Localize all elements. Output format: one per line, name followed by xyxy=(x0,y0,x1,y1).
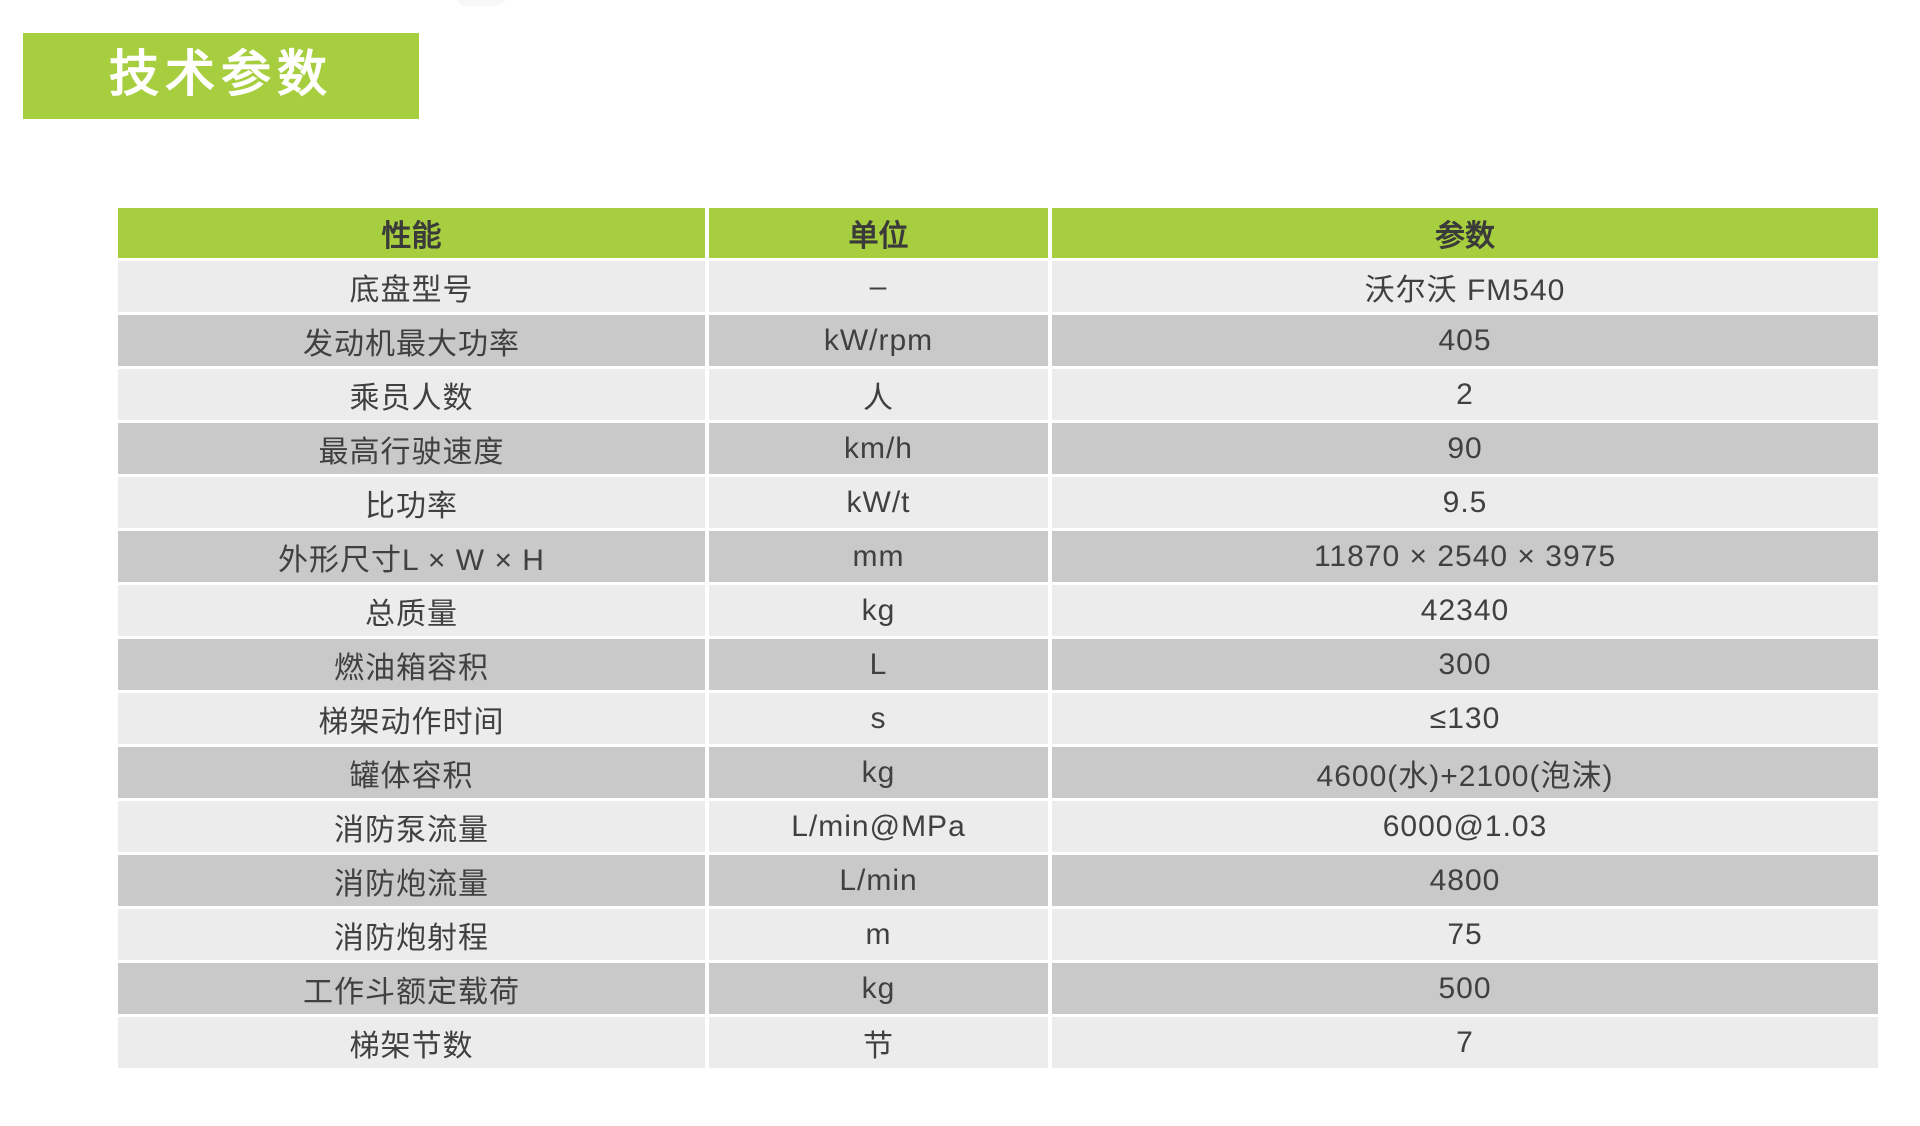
spec-name-cell: 外形尺寸L × W × H xyxy=(118,529,709,585)
spec-unit-cell: L/min xyxy=(707,853,1052,909)
spec-unit-cell: kg xyxy=(707,961,1052,1017)
spec-value-cell: 405 xyxy=(1050,313,1878,369)
page-title: 技术参数 xyxy=(109,46,333,102)
spec-value-cell: 11870 × 2540 × 3975 xyxy=(1050,529,1878,585)
table-header-row: 性能 单位 参数 xyxy=(118,208,1878,261)
table-row: 工作斗额定载荷 kg 500 xyxy=(118,961,1878,1017)
spec-name-cell: 燃油箱容积 xyxy=(118,637,709,693)
spec-name-cell: 罐体容积 xyxy=(118,745,709,801)
spec-value-cell: ≤130 xyxy=(1050,691,1878,747)
table-row: 乘员人数 人 2 xyxy=(118,367,1878,423)
table-row: 消防炮流量 L/min 4800 xyxy=(118,853,1878,909)
table-row: 罐体容积 kg 4600(水)+2100(泡沫) xyxy=(118,745,1878,801)
spec-name-cell: 乘员人数 xyxy=(118,367,709,423)
spec-value-cell: 2 xyxy=(1050,367,1878,423)
table-row: 最高行驶速度 km/h 90 xyxy=(118,421,1878,477)
spec-unit-cell: L/min@MPa xyxy=(707,799,1052,855)
table-row: 比功率 kW/t 9.5 xyxy=(118,475,1878,531)
technical-parameters-table: 性能 单位 参数 底盘型号 – 沃尔沃 FM540 发动机最大功率 kW/rpm… xyxy=(118,208,1878,1068)
spec-value-cell: 75 xyxy=(1050,907,1878,963)
table-row: 底盘型号 – 沃尔沃 FM540 xyxy=(118,259,1878,315)
spec-value-cell: 7 xyxy=(1050,1015,1878,1068)
spec-unit-cell: km/h xyxy=(707,421,1052,477)
spec-unit-cell: s xyxy=(707,691,1052,747)
spec-name-cell: 梯架动作时间 xyxy=(118,691,709,747)
spec-name-cell: 底盘型号 xyxy=(118,259,709,315)
table-row: 消防泵流量 L/min@MPa 6000@1.03 xyxy=(118,799,1878,855)
spec-name-cell: 消防炮射程 xyxy=(118,907,709,963)
spec-value-cell: 4600(水)+2100(泡沫) xyxy=(1050,745,1878,801)
section-title-badge: 技术参数 xyxy=(23,33,419,119)
table-row: 梯架节数 节 7 xyxy=(118,1015,1878,1068)
spec-unit-cell: kg xyxy=(707,583,1052,639)
spec-unit-cell: L xyxy=(707,637,1052,693)
spec-value-cell: 4800 xyxy=(1050,853,1878,909)
spec-name-cell: 工作斗额定载荷 xyxy=(118,961,709,1017)
spec-value-cell: 9.5 xyxy=(1050,475,1878,531)
spec-value-cell: 沃尔沃 FM540 xyxy=(1050,259,1878,315)
table-row: 发动机最大功率 kW/rpm 405 xyxy=(118,313,1878,369)
table-row: 梯架动作时间 s ≤130 xyxy=(118,691,1878,747)
spec-unit-cell: kW/t xyxy=(707,475,1052,531)
top-scan-artifact xyxy=(455,0,507,6)
column-header-unit: 单位 xyxy=(707,208,1052,261)
spec-unit-cell: kg xyxy=(707,745,1052,801)
spec-unit-cell: – xyxy=(707,259,1052,315)
spec-name-cell: 梯架节数 xyxy=(118,1015,709,1068)
spec-name-cell: 比功率 xyxy=(118,475,709,531)
spec-value-cell: 90 xyxy=(1050,421,1878,477)
spec-unit-cell: 人 xyxy=(707,367,1052,423)
spec-name-cell: 总质量 xyxy=(118,583,709,639)
spec-name-cell: 最高行驶速度 xyxy=(118,421,709,477)
spec-unit-cell: m xyxy=(707,907,1052,963)
column-header-parameter: 参数 xyxy=(1050,208,1878,261)
spec-name-cell: 消防泵流量 xyxy=(118,799,709,855)
column-header-performance: 性能 xyxy=(118,208,709,261)
table-row: 消防炮射程 m 75 xyxy=(118,907,1878,963)
spec-name-cell: 发动机最大功率 xyxy=(118,313,709,369)
table-row: 燃油箱容积 L 300 xyxy=(118,637,1878,693)
spec-value-cell: 500 xyxy=(1050,961,1878,1017)
table-row: 外形尺寸L × W × H mm 11870 × 2540 × 3975 xyxy=(118,529,1878,585)
spec-unit-cell: mm xyxy=(707,529,1052,585)
spec-unit-cell: kW/rpm xyxy=(707,313,1052,369)
spec-name-cell: 消防炮流量 xyxy=(118,853,709,909)
spec-value-cell: 300 xyxy=(1050,637,1878,693)
spec-value-cell: 42340 xyxy=(1050,583,1878,639)
table-row: 总质量 kg 42340 xyxy=(118,583,1878,639)
spec-value-cell: 6000@1.03 xyxy=(1050,799,1878,855)
spec-unit-cell: 节 xyxy=(707,1015,1052,1068)
